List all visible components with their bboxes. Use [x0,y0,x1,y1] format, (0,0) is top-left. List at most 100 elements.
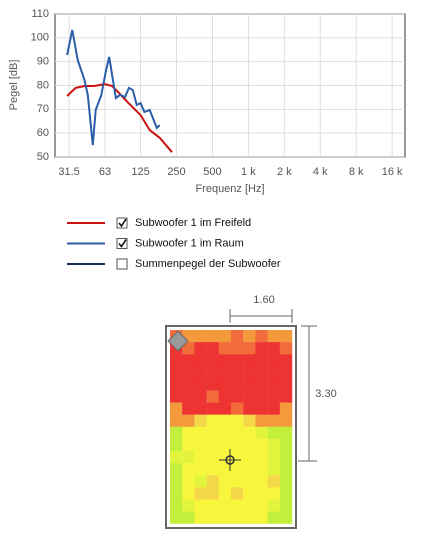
heat-cell [231,330,244,343]
heat-cell [255,511,268,524]
y-tick-label: 70 [37,103,49,115]
heat-cell [255,463,268,476]
heat-cell [243,451,256,464]
heat-cell [267,451,280,464]
x-tick-label: 31.5 [58,166,79,178]
heat-cell [267,402,280,415]
subwoofer-icon[interactable] [167,330,189,352]
heat-cell [279,475,293,488]
y-tick-label: 110 [31,8,49,20]
heat-cell [170,487,183,500]
heat-cell [255,438,268,452]
x-tick-label: 1 k [241,166,256,178]
heat-cell [194,366,207,379]
heat-cell [206,438,219,452]
heat-cell [267,366,280,379]
heat-cell [231,426,244,440]
heat-cell [182,438,195,452]
heat-cell [194,402,207,415]
heat-cell [218,330,232,343]
y-axis-title: Pegel [dB] [8,60,20,111]
heat-cell [170,426,183,440]
x-tick-label: 125 [131,166,149,178]
heat-cell [182,414,195,427]
y-tick-label: 100 [31,32,49,44]
heat-cell [255,366,268,379]
heat-cell [182,475,195,488]
heat-cell [206,378,219,391]
y-tick-label: 60 [37,127,49,139]
heat-cell [243,390,256,403]
heat-cell [170,463,183,476]
heat-cell [279,378,293,391]
heat-cell [243,499,256,512]
heat-cell [206,342,219,355]
heat-cell [255,378,268,391]
heat-cell [206,499,219,512]
heat-cell [279,366,293,379]
heat-cell [231,366,244,379]
heat-cell [279,342,293,355]
heat-cell [170,414,183,427]
heat-cell [182,390,195,403]
legend-label: Subwoofer 1 im Raum [135,237,244,249]
heat-cell [194,511,207,524]
heat-cell [279,414,293,427]
heat-cell [218,414,232,427]
heatmap [170,330,293,524]
width-label: 1.60 [253,294,274,306]
heat-cell [206,414,219,427]
heat-cell [218,487,232,500]
heat-cell [231,354,244,367]
heat-cell [255,390,268,403]
heat-cell [170,402,183,415]
checkbox[interactable] [116,258,128,270]
heat-cell [194,451,207,464]
heat-cell [255,451,268,464]
heat-cell [206,426,219,440]
checkbox[interactable] [116,238,128,249]
checkbox[interactable] [116,217,128,229]
heat-cell [170,390,183,403]
y-tick-label: 50 [37,151,49,163]
heat-cell [218,354,232,367]
heat-cell [243,330,256,343]
heat-cell [243,463,256,476]
heat-cell [218,499,232,512]
heat-cell [267,511,280,524]
heat-cell [279,402,293,415]
heat-cell [194,354,207,367]
heat-cell [255,499,268,512]
heat-cell [267,342,280,355]
heat-cell [182,511,195,524]
heat-cell [255,354,268,367]
heat-cell [182,487,195,500]
heat-cell [170,366,183,379]
heat-cell [267,330,280,343]
heat-cell [194,487,207,500]
heat-cell [267,475,280,488]
y-tick-label: 90 [37,56,49,68]
heat-cell [194,342,207,355]
heat-cell [267,438,280,452]
heat-cell [279,330,293,343]
heat-cell [206,487,219,500]
heat-cell [255,414,268,427]
x-axis-title: Frequenz [Hz] [195,183,264,195]
heat-cell [267,414,280,427]
heat-cell [243,354,256,367]
heat-cell [231,487,244,500]
heat-cell [267,463,280,476]
heat-cell [279,438,293,452]
heat-cell [206,366,219,379]
heat-cell [218,378,232,391]
heat-cell [231,342,244,355]
x-tick-label: 500 [203,166,221,178]
heat-cell [231,390,244,403]
legend: Subwoofer 1 im Freifeld Subwoofer 1 im Ra… [67,217,281,270]
heat-cell [218,438,232,452]
heat-cell [255,330,268,343]
listener-icon[interactable] [225,455,235,465]
heat-cell [255,342,268,355]
heat-cell [231,438,244,452]
